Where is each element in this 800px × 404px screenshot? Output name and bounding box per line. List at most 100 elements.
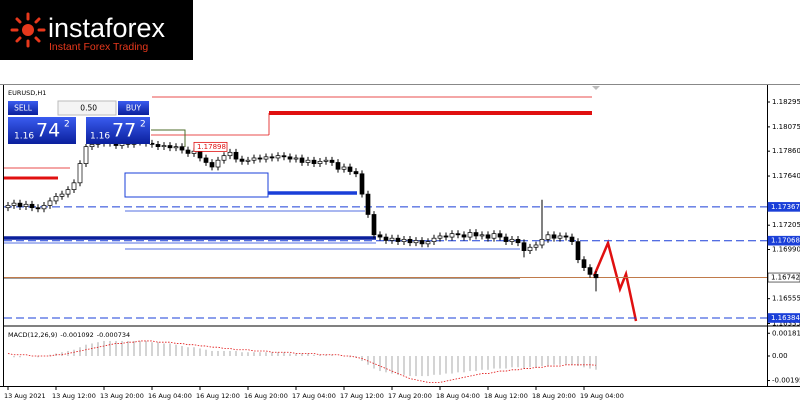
candle-body [83,146,89,164]
candle-body [251,157,257,161]
level-label: 1.17068 [771,237,800,245]
level-label-box [767,202,800,212]
x-tick-label: 17 Aug 20:00 [388,392,432,400]
candle-body [23,203,29,207]
x-tick-label: 19 Aug 04:00 [580,392,624,400]
candle-body [455,233,461,236]
candle-body [581,259,587,268]
candle-body [257,157,263,160]
y-tick-label: 1.16990 [772,246,800,254]
lot-input[interactable] [57,100,117,116]
macd-legend: MACD(12,26,9) -0.001092 -0.000734 [8,331,130,339]
candle-body [575,241,581,261]
candle-body [407,238,413,244]
buy-label: BUY [126,104,142,113]
signal-line [7,340,597,383]
candle-body [29,203,35,209]
candle-body [419,240,425,245]
candle-body [221,155,227,161]
candle-body [527,246,533,251]
candle-body [515,238,521,244]
candle-body [551,234,557,239]
y-tick-label: 1.16335 [772,320,800,328]
level-label-box [767,235,800,246]
price-mark-box [193,141,228,152]
candle-body [335,162,341,170]
candle-body [287,156,293,160]
ask-box[interactable] [86,117,150,144]
candle-body [161,145,167,148]
forecast-line [592,239,638,322]
y-tick-label: -0.001954 [772,377,800,385]
level-label-box [767,272,800,283]
ask-point: 2 [140,120,146,130]
chart-title: EURUSD,H1 [8,89,46,97]
candle-body [89,144,95,148]
candle-body [179,146,185,151]
candle-body [539,238,545,246]
candle-body [467,232,473,238]
candle-body [299,157,305,163]
x-tick-label: 13 Aug 20:00 [100,392,144,400]
buy-button[interactable] [118,101,149,115]
candle-body [533,244,539,248]
candle-body [395,237,401,242]
candle-body [65,189,71,195]
y-tick-label: 0.00 [772,352,788,360]
candle-body [341,166,347,170]
candle-body [227,151,233,157]
x-tick-label: 16 Aug 12:00 [196,392,240,400]
candle-body [383,236,389,241]
candle-body [317,160,323,164]
level-label: 1.16742 [771,274,800,282]
signal-value: -0.000734 [97,331,130,339]
candle-body [443,235,449,238]
candle-body [293,157,299,160]
candle-body [77,163,83,184]
candle-body [203,157,209,163]
candle-body [491,233,497,239]
candle-body [269,156,275,159]
x-tick-label: 18 Aug 04:00 [436,392,480,400]
candle-body [593,274,599,279]
candle-body [365,193,371,215]
candle-body [449,233,455,238]
candle-body [353,171,359,175]
candle-body [389,237,395,241]
candle-body [347,166,353,172]
candle-body [557,235,563,239]
logo-tagline: Instant Forex Trading [49,41,148,53]
candle-body [461,234,467,238]
candle-body [263,156,269,160]
candle-body [281,155,287,158]
y-tick-label: 1.17205 [772,221,800,229]
bid-box[interactable] [8,117,76,144]
candle-body [329,159,335,163]
candle-body [563,235,569,238]
candle-body [521,242,527,251]
candle-body [569,236,575,242]
y-tick-label: 1.18075 [772,123,800,131]
bid-pips: 74 [36,120,60,142]
bid-point: 2 [64,120,70,130]
candle-body [59,193,65,197]
sell-button[interactable] [8,101,38,115]
candle-body [413,240,419,244]
candle-body [485,234,491,239]
candle-body [473,232,479,237]
x-tick-label: 17 Aug 12:00 [340,392,384,400]
candle-body [35,207,41,210]
level-label-box [767,313,800,323]
candle-body [155,144,161,148]
candle-body [359,173,365,195]
x-tick-label: 13 Aug 2021 [4,392,46,400]
lot-value: 0.50 [80,104,97,113]
x-tick-label: 16 Aug 20:00 [244,392,288,400]
candle-body [71,182,77,190]
candle-body [311,159,317,164]
x-tick-label: 16 Aug 04:00 [148,392,192,400]
x-tick-label: 17 Aug 04:00 [292,392,336,400]
y-tick-label: 1.17860 [772,147,800,155]
